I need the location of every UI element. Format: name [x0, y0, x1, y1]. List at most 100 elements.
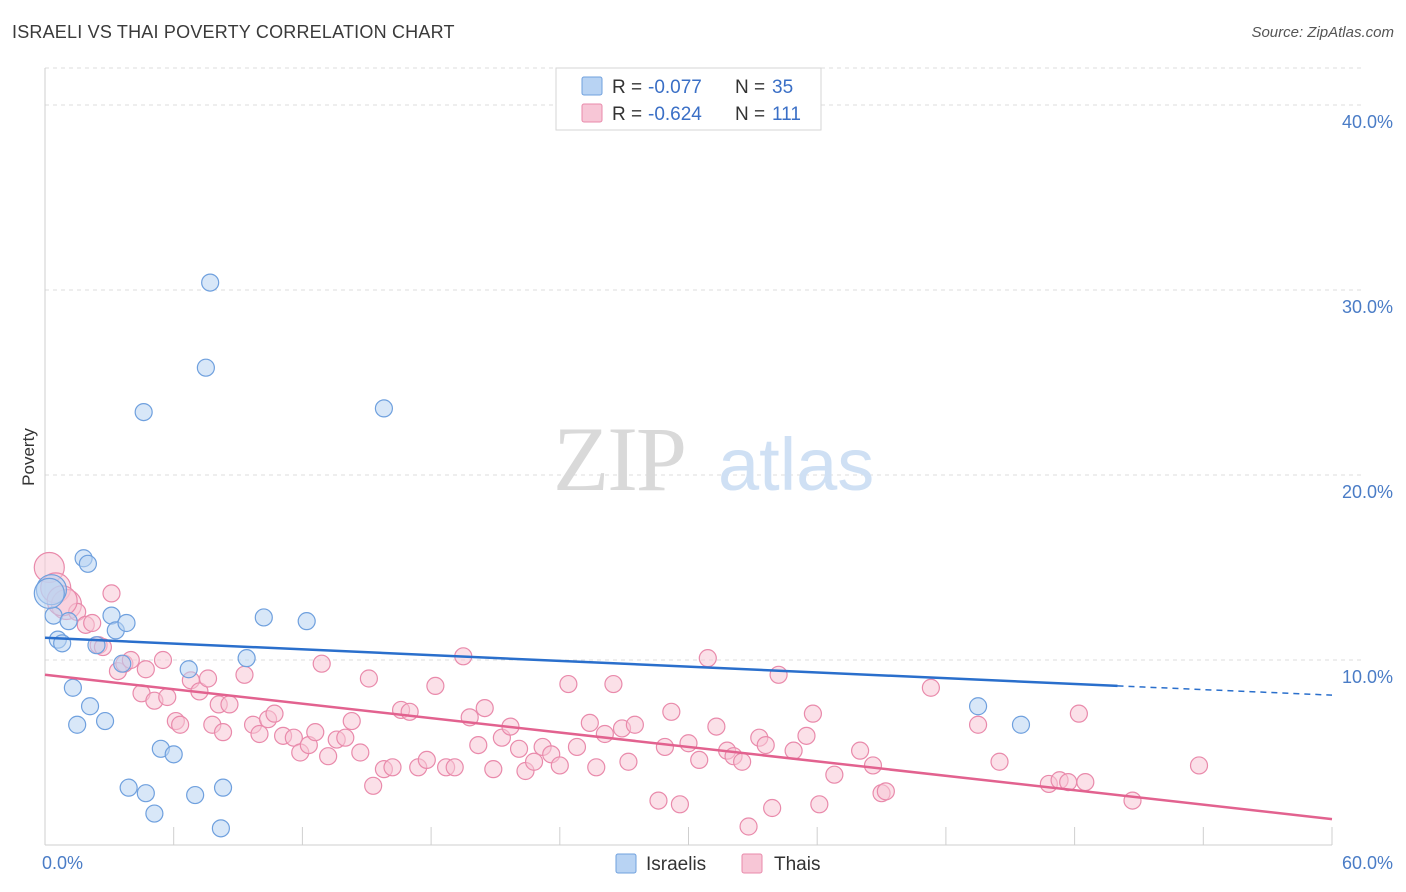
point-israelis-32	[968, 697, 988, 716]
point-thais-96	[863, 756, 883, 775]
point-thais-76	[662, 702, 681, 721]
point-israelis-29	[254, 608, 273, 627]
bottom-legend-label-thais: Thais	[774, 854, 820, 875]
point-thais-29	[265, 704, 284, 723]
legend-n-label-israelis: N =	[735, 77, 765, 98]
point-thais-24	[220, 695, 239, 714]
bottom-legend: Israelis Thais	[615, 853, 820, 875]
point-thais-108	[1189, 756, 1209, 775]
point-israelis-16	[119, 778, 138, 797]
point-thais-93	[810, 795, 829, 814]
page-title: ISRAELI VS THAI POVERTY CORRELATION CHAR…	[12, 22, 455, 42]
point-thais-25	[235, 665, 254, 684]
legend-r-label-thais: R =	[612, 104, 642, 125]
point-thais-92	[803, 704, 823, 723]
point-thais-48	[417, 750, 436, 770]
point-thais-64	[550, 756, 569, 775]
point-thais-87	[756, 735, 775, 755]
point-israelis-30	[297, 612, 316, 631]
point-thais-84	[733, 752, 752, 771]
point-thais-35	[312, 654, 331, 673]
point-thais-101	[990, 752, 1009, 771]
y-tick-labels: 10.0% 20.0% 30.0% 40.0%	[1342, 112, 1393, 687]
watermark-atlas: atlas	[718, 423, 874, 506]
point-israelis-33	[1011, 715, 1031, 734]
trend-line-israelis-extension	[1117, 685, 1333, 696]
point-thais-95	[850, 741, 870, 760]
point-thais-91	[797, 726, 816, 745]
point-thais-78	[679, 734, 698, 753]
point-thais-12	[136, 660, 155, 679]
point-thais-42	[364, 776, 383, 795]
point-thais-79	[690, 750, 709, 770]
legend-r-label-israelis: R =	[612, 77, 642, 98]
legend-swatch-thais	[581, 103, 603, 123]
point-thais-41	[359, 669, 378, 688]
series-thais-points	[33, 551, 1209, 836]
point-israelis-34	[33, 577, 65, 610]
point-thais-72	[619, 752, 638, 771]
point-israelis-24	[196, 358, 215, 377]
bottom-legend-swatch-israelis	[615, 853, 637, 874]
point-thais-107	[1123, 791, 1142, 810]
point-israelis-6	[68, 715, 87, 734]
point-thais-55	[475, 698, 494, 718]
point-thais-36	[319, 747, 338, 766]
point-thais-66	[567, 737, 587, 757]
point-thais-69	[595, 724, 614, 744]
point-israelis-27	[213, 778, 233, 797]
point-israelis-9	[80, 697, 100, 716]
source-label: Source: ZipAtlas.com	[1251, 24, 1394, 41]
point-thais-59	[509, 739, 529, 758]
watermark-zip: ZIP	[553, 408, 685, 510]
point-thais-17	[171, 715, 190, 734]
point-thais-98	[876, 782, 895, 801]
point-israelis-18	[136, 784, 155, 803]
point-thais-105	[1069, 704, 1088, 723]
x-tick-label-max: 60.0%	[1342, 853, 1393, 873]
point-thais-68	[587, 758, 606, 777]
point-israelis-11	[95, 711, 115, 731]
legend-r-value-thais: -0.624	[648, 104, 702, 125]
point-israelis-26	[211, 819, 230, 838]
point-israelis-28	[237, 649, 256, 668]
watermark: ZIP atlas	[553, 408, 874, 510]
point-israelis-22	[179, 660, 198, 679]
point-israelis-5	[63, 678, 82, 697]
point-thais-75	[655, 737, 675, 757]
point-thais-90	[784, 741, 803, 760]
point-thais-85	[739, 817, 758, 836]
point-thais-73	[625, 715, 644, 734]
point-thais-39	[342, 711, 361, 731]
point-thais-40	[351, 743, 370, 762]
point-israelis-8	[78, 554, 98, 573]
legend-swatch-israelis	[581, 76, 603, 96]
y-tick-label-40: 40.0%	[1342, 112, 1393, 132]
point-thais-49	[426, 676, 445, 696]
point-thais-54	[469, 735, 488, 755]
point-thais-34	[306, 723, 325, 742]
point-thais-46	[400, 702, 419, 721]
point-israelis-15	[117, 613, 136, 633]
point-thais-94	[825, 765, 844, 784]
point-thais-74	[649, 791, 668, 810]
legend-r-value-israelis: -0.077	[648, 77, 702, 98]
point-thais-106	[1076, 772, 1095, 792]
y-tick-label-20: 20.0%	[1342, 482, 1393, 502]
point-israelis-17	[134, 403, 153, 422]
x-axis-ticks	[173, 827, 1333, 845]
gridlines	[45, 67, 1362, 661]
point-thais-77	[670, 795, 690, 814]
point-thais-99	[921, 678, 940, 697]
point-thais-20	[198, 669, 218, 688]
y-tick-label-10: 10.0%	[1342, 667, 1393, 687]
point-thais-38	[336, 728, 355, 747]
bottom-legend-label-israelis: Israelis	[646, 854, 706, 875]
point-thais-23	[213, 723, 233, 742]
point-thais-7	[102, 584, 121, 603]
y-tick-label-30: 30.0%	[1342, 297, 1393, 317]
point-israelis-4	[59, 612, 78, 631]
legend: R = -0.077 N = 35 R = -0.624 N = 111	[555, 67, 822, 131]
bottom-legend-swatch-thais	[741, 853, 763, 874]
